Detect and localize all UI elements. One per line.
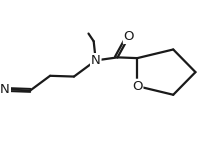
- Text: N: N: [91, 54, 101, 67]
- Text: O: O: [124, 30, 134, 43]
- Text: N: N: [0, 83, 9, 96]
- Text: O: O: [132, 80, 143, 93]
